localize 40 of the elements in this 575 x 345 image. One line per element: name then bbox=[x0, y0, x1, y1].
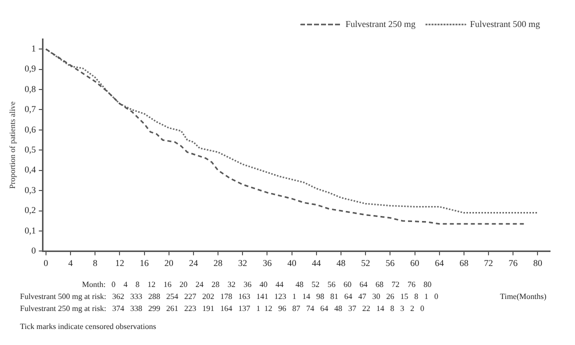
y-tick-label: 0,6 bbox=[24, 124, 36, 134]
x-tick-label: 52 bbox=[361, 258, 370, 268]
text: Fulvestrant 250 mg at risk: 374 338 299 261 223 191 164 137 1 12 96 87 74 64 48 37 22 14 8 3 2 0 bbox=[20, 304, 424, 313]
x-tick-label: 40 bbox=[287, 258, 297, 268]
y-tick-label: 0 bbox=[31, 246, 36, 256]
x-tick-label: 48 bbox=[336, 258, 346, 268]
x-tick-label: 68 bbox=[459, 258, 469, 268]
text: Tick marks indicate censored observations bbox=[20, 322, 156, 331]
text: Month: 0 4 8 12 16 20 24 28 32 36 40 44 48 52 56 60 64 68 72 76 80 bbox=[82, 280, 432, 289]
x-tick-label: 80 bbox=[533, 258, 543, 268]
y-tick-label: 0,4 bbox=[24, 164, 36, 175]
y-tick-label: 0,7 bbox=[24, 104, 36, 114]
x-tick-label: 60 bbox=[410, 258, 420, 268]
y-tick-label: 0,2 bbox=[24, 205, 36, 216]
y-tick-label: 0,8 bbox=[24, 84, 36, 94]
x-tick-label: 24 bbox=[188, 258, 198, 268]
x-tick-label: 0 bbox=[44, 258, 49, 268]
x-tick-label: 44 bbox=[312, 258, 322, 268]
x-tick-label: 4 bbox=[68, 258, 74, 268]
legend-label: Fulvestrant 250 mg bbox=[346, 18, 416, 29]
x-tick-label: 76 bbox=[508, 258, 518, 268]
text: Fulvestrant 500 mg at risk: 362 333 288 254 227 202 178 163 141 123 1 14 98 81 64 47 30 26 15 8 1 0 bbox=[20, 292, 438, 301]
x-tick-label: 72 bbox=[484, 258, 494, 268]
y-axis-title: Proportion of patients alive bbox=[8, 101, 17, 189]
x-tick-label: 20 bbox=[164, 258, 174, 268]
x-tick-label: 56 bbox=[386, 258, 396, 268]
y-tick-label: 0,5 bbox=[24, 144, 36, 155]
x-tick-label: 12 bbox=[115, 258, 124, 268]
x-tick-label: 16 bbox=[140, 258, 150, 268]
x-tick-label: 32 bbox=[238, 258, 248, 268]
x-tick-label: 28 bbox=[214, 258, 224, 268]
y-tick-label: 0,1 bbox=[24, 225, 36, 236]
x-tick-label: 8 bbox=[92, 258, 98, 268]
x-tick-label: 36 bbox=[262, 258, 272, 268]
y-tick-label: 0,9 bbox=[24, 64, 36, 74]
legend-label: Fulvestrant 500 mg bbox=[470, 18, 540, 29]
y-tick-label: 1 bbox=[31, 43, 36, 54]
x-axis-title: Time(Months) bbox=[500, 292, 546, 301]
y-tick-label: 0,3 bbox=[24, 184, 36, 195]
x-tick-label: 64 bbox=[434, 258, 444, 268]
